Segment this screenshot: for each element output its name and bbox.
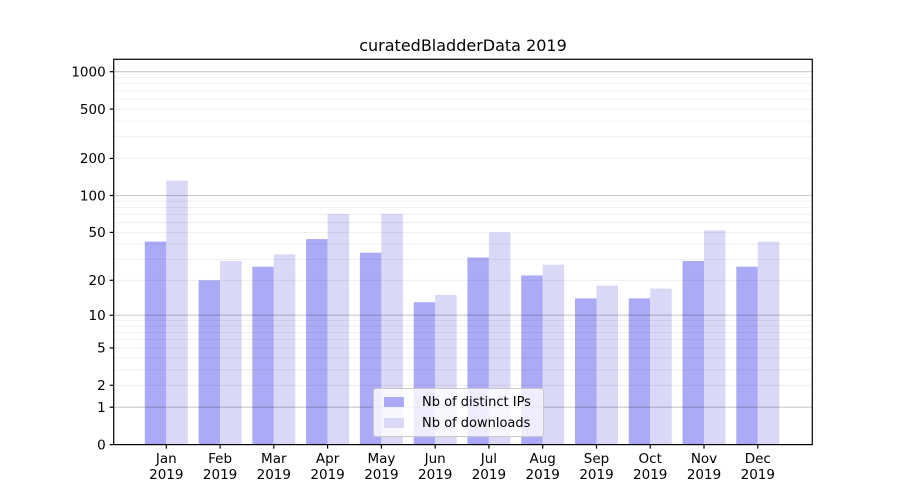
bar [198,280,221,445]
chart-legend: Nb of distinct IPs Nb of downloads [373,388,544,437]
gridlines-major [113,71,813,408]
svg-text:2019: 2019 [472,467,506,483]
svg-text:May: May [367,451,395,467]
bar [306,239,328,445]
svg-text:2019: 2019 [526,467,560,483]
bars-series-0 [144,239,758,445]
svg-text:Oct: Oct [639,451,662,467]
legend-swatch-distinct-ips [384,397,404,407]
bar [327,213,350,445]
legend-item-downloads: Nb of downloads [384,415,543,432]
svg-text:Aug: Aug [530,451,556,467]
svg-text:1000: 1000 [71,65,105,81]
gridlines-minor [113,77,813,386]
legend-swatch-downloads [384,418,404,428]
svg-text:2019: 2019 [418,467,452,483]
svg-text:200: 200 [80,151,106,167]
bar [628,298,651,445]
svg-text:2: 2 [97,378,106,394]
svg-text:2019: 2019 [257,467,291,483]
svg-text:2019: 2019 [579,467,613,483]
bar [596,285,618,445]
legend-label-downloads: Nb of downloads [422,415,531,431]
bar [682,261,704,445]
svg-text:20: 20 [89,273,106,289]
bar [166,180,188,445]
x-axis-labels: Jan2019Feb2019Mar2019Apr2019May2019Jun20… [149,451,775,483]
legend-label-distinct-ips: Nb of distinct IPs [422,394,531,410]
plot-border [113,58,813,446]
bar [736,266,758,445]
y-axis-labels: 0 1 2 5 10 20 50 100 200 500 1000 [71,65,105,454]
bar [757,241,780,445]
bar [144,241,167,445]
svg-text:5: 5 [97,341,106,357]
y-axis-ticks [109,71,114,446]
svg-text:Apr: Apr [316,451,340,467]
svg-text:Jan: Jan [155,451,177,467]
svg-text:2019: 2019 [687,467,721,483]
svg-text:2019: 2019 [203,467,237,483]
svg-text:1: 1 [97,400,106,416]
svg-text:50: 50 [89,225,106,241]
bar [704,230,726,445]
svg-text:0: 0 [97,437,106,453]
svg-text:Dec: Dec [745,451,771,467]
svg-text:10: 10 [89,308,106,324]
svg-text:2019: 2019 [149,467,183,483]
bar [575,298,597,445]
svg-text:Jun: Jun [424,451,446,467]
svg-text:Feb: Feb [208,451,232,467]
svg-text:Jul: Jul [480,451,497,467]
svg-text:100: 100 [80,188,106,204]
svg-text:Nov: Nov [691,451,717,467]
bar [273,254,296,445]
svg-text:2019: 2019 [633,467,667,483]
chart-title: curatedBladderData 2019 [359,36,567,55]
bar [252,266,274,445]
svg-text:Sep: Sep [584,451,609,467]
bar [220,261,242,445]
bars-series-1 [166,180,780,445]
svg-text:Mar: Mar [261,451,287,467]
svg-text:2019: 2019 [310,467,344,483]
svg-text:2019: 2019 [364,467,398,483]
svg-text:500: 500 [80,102,106,118]
bar [381,213,403,445]
bar [650,288,672,445]
x-axis-ticks [165,444,759,449]
bar [542,264,565,445]
svg-text:2019: 2019 [741,467,775,483]
legend-item-distinct-ips: Nb of distinct IPs [384,394,543,411]
